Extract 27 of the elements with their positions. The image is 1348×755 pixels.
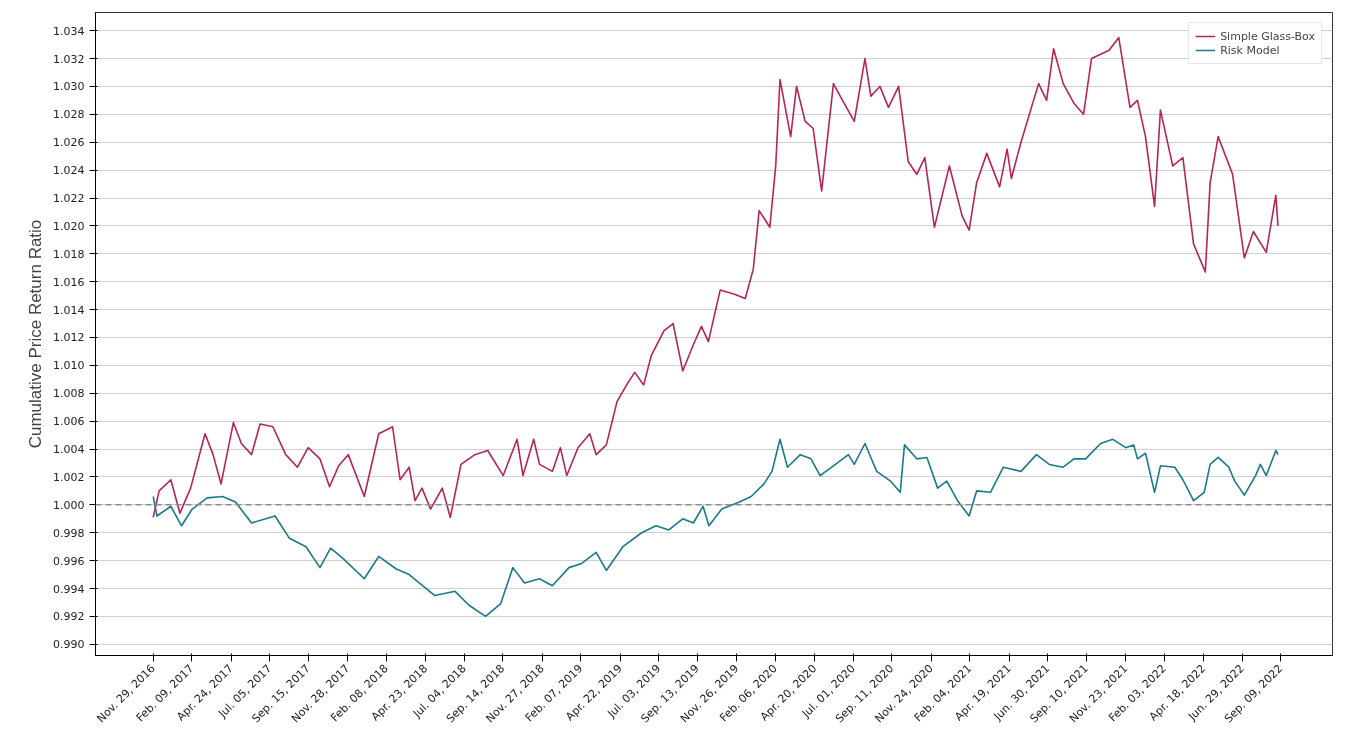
y-tick-label: 0.990: [53, 638, 85, 652]
y-tick-label: 1.016: [53, 275, 85, 289]
y-tick-label: 1.028: [53, 108, 85, 122]
y-tick-label: 1.014: [53, 303, 85, 317]
y-tick-label: 1.018: [53, 247, 85, 261]
y-tick-label: 1.020: [53, 219, 85, 233]
y-tick-label: 1.004: [53, 443, 85, 457]
y-tick-label: 1.032: [53, 52, 85, 66]
y-tick-label: 1.024: [53, 164, 85, 178]
y-tick-label: 1.012: [53, 331, 85, 345]
y-tick-label: 1.008: [53, 387, 85, 401]
y-axis-title: Cumulative Price Return Ratio: [26, 219, 46, 449]
y-tick-label: 0.994: [53, 582, 85, 596]
y-tick-label: 0.992: [53, 610, 85, 624]
y-tick-label: 0.998: [53, 526, 85, 540]
y-tick-label: 1.000: [53, 498, 85, 512]
y-tick-label: 1.030: [53, 80, 85, 94]
y-tick-label: 1.026: [53, 136, 85, 150]
y-tick-label: 1.002: [53, 470, 85, 484]
legend-label: Risk Model: [1220, 43, 1280, 57]
legend-label: Simple Glass-Box: [1220, 29, 1315, 43]
y-tick-label: 1.006: [53, 415, 85, 429]
y-tick-label: 1.010: [53, 359, 85, 373]
y-tick-label: 0.996: [53, 554, 85, 568]
y-tick-label: 1.034: [53, 24, 85, 38]
line-series: [152, 438, 1279, 618]
y-tick-label: 1.022: [53, 192, 85, 206]
